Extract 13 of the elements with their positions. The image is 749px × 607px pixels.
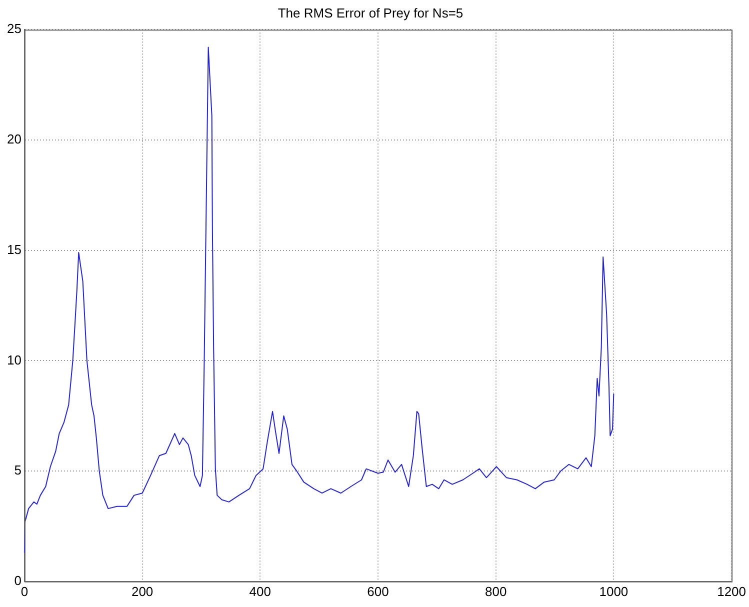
x-tick-label: 600	[367, 584, 389, 599]
chart-title: The RMS Error of Prey for Ns=5	[278, 5, 464, 20]
x-tick-label: 1000	[599, 584, 628, 599]
y-tick-label: 20	[6, 132, 22, 147]
y-tick-label: 10	[6, 352, 22, 368]
x-tick-label: 400	[249, 584, 272, 599]
y-tick-label: 25	[6, 21, 22, 36]
x-tick-label: 800	[484, 584, 507, 599]
x-tick-label: 200	[131, 584, 154, 599]
y-tick-label: 5	[14, 462, 22, 478]
y-tick-label: 0	[14, 572, 22, 588]
x-tick-label: 1200	[717, 584, 746, 599]
y-tick-label: 15	[6, 242, 22, 257]
